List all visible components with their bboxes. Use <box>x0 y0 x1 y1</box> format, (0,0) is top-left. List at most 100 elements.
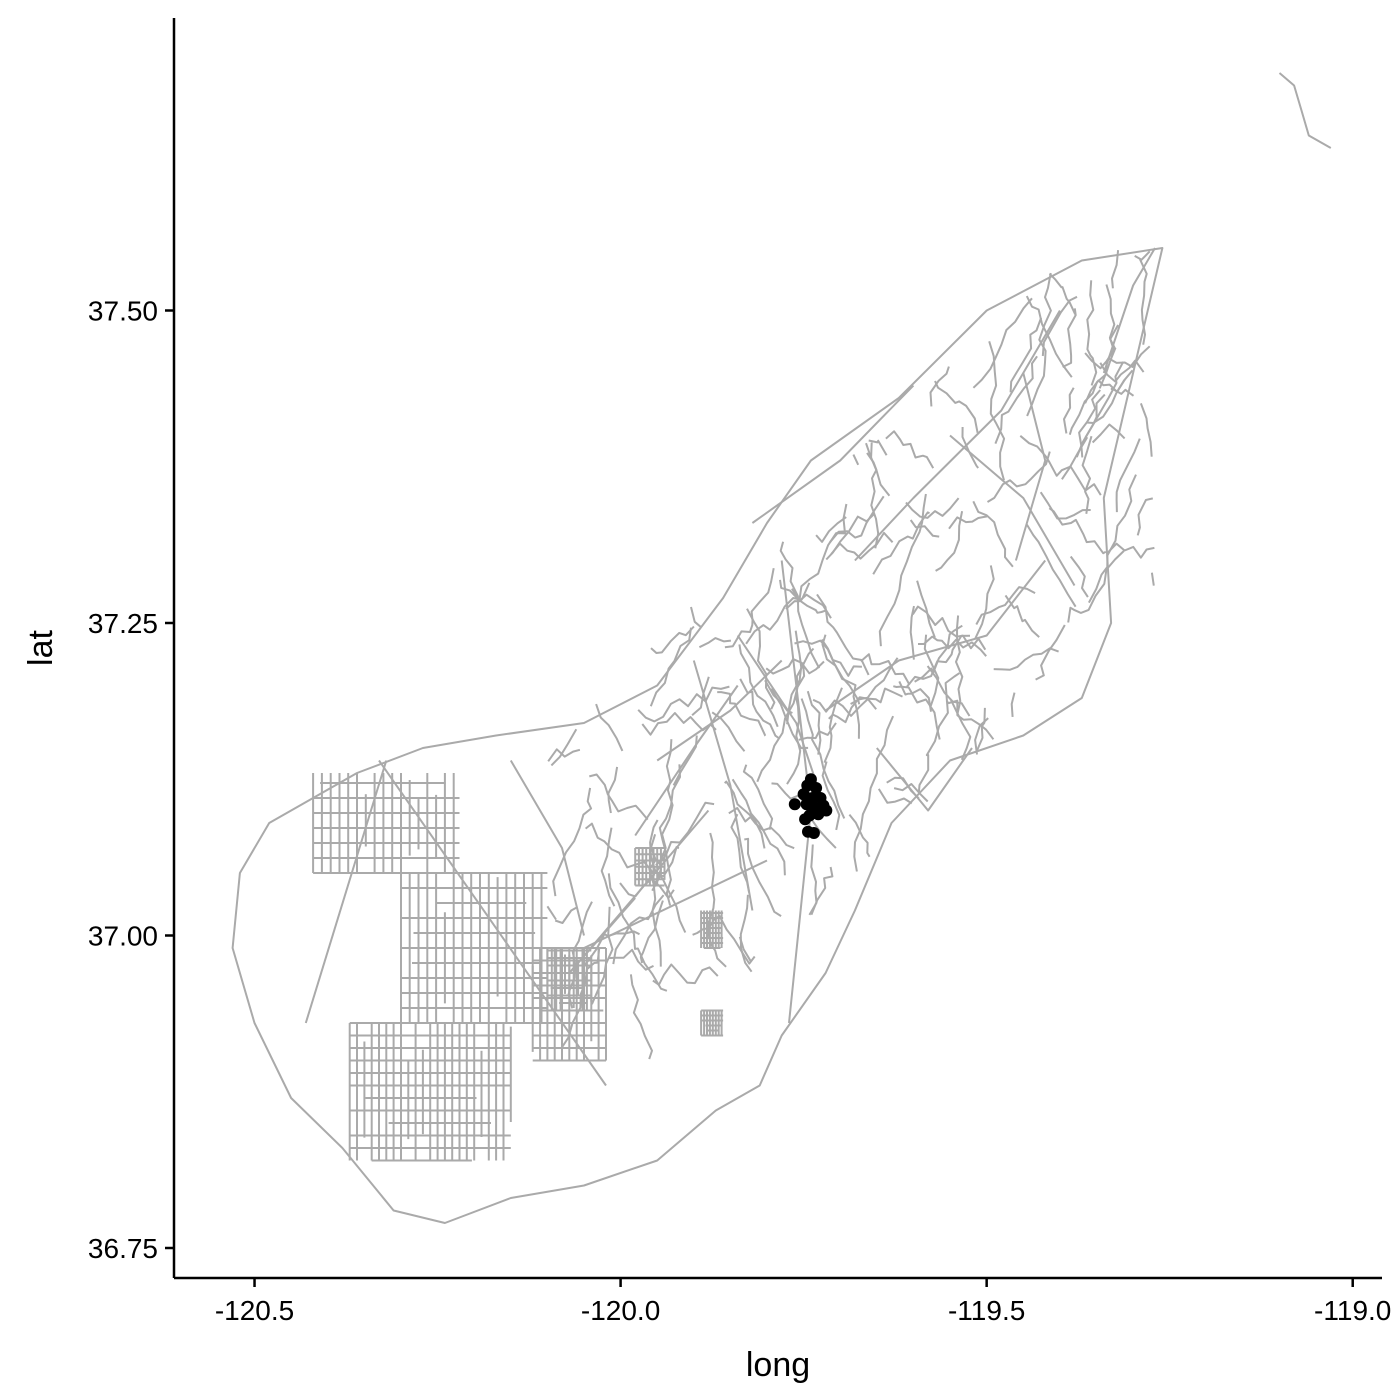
data-point <box>807 827 820 839</box>
mountain-road <box>649 819 687 933</box>
mountain-road <box>1010 692 1016 717</box>
mountain-road <box>878 493 927 647</box>
mountain-road <box>860 653 911 686</box>
mountain-road <box>853 715 895 872</box>
x-tick-label: -120.5 <box>215 1295 294 1326</box>
road-segment <box>656 659 783 762</box>
road-segment <box>509 759 585 936</box>
mountain-road <box>1035 624 1066 681</box>
mountain-road <box>886 776 920 800</box>
road-segment <box>876 747 973 812</box>
mountain-road <box>1048 507 1107 555</box>
road-segment <box>949 434 1076 587</box>
mountain-road <box>655 801 715 866</box>
mountain-road <box>829 495 885 543</box>
road-segment <box>854 309 1061 562</box>
mountain-road <box>1026 272 1052 417</box>
road-segment <box>1014 372 1047 561</box>
mountain-road <box>728 807 795 850</box>
mountain-road <box>1041 295 1078 357</box>
mountain-road <box>651 846 680 892</box>
mountain-road <box>691 676 710 717</box>
mountain-road <box>791 588 832 619</box>
mountain-road <box>868 439 888 456</box>
mountain-road <box>916 580 936 638</box>
y-tick-label: 37.25 <box>88 608 158 639</box>
data-points <box>788 773 833 839</box>
mountain-road <box>988 341 1006 481</box>
x-axis-title: long <box>746 1346 810 1384</box>
mountain-road <box>909 605 915 660</box>
mountain-road <box>948 515 988 530</box>
mountain-road <box>1099 359 1145 383</box>
mountain-road <box>652 963 719 986</box>
mountain-road <box>1039 491 1091 520</box>
mountain-road <box>589 773 649 821</box>
mountain-road <box>961 426 979 469</box>
mountain-road <box>706 929 727 968</box>
mountain-road <box>866 452 891 497</box>
mountain-road <box>717 691 767 737</box>
mountain-road <box>1048 272 1077 315</box>
road-segment <box>568 897 636 974</box>
mountain-road <box>1009 317 1043 393</box>
mountain-road <box>584 822 656 877</box>
mountain-road <box>1115 438 1141 513</box>
mountain-road <box>547 748 581 762</box>
road-segment <box>825 559 1046 712</box>
mountain-road <box>730 813 751 893</box>
mountain-road <box>1150 572 1155 586</box>
mountain-road <box>786 662 806 785</box>
mountain-road <box>1088 474 1137 604</box>
x-tick-label: -120.0 <box>581 1295 660 1326</box>
mountain-road <box>870 442 873 458</box>
mountain-road <box>852 454 860 466</box>
mountain-road <box>650 625 695 654</box>
mountain-road <box>885 430 935 469</box>
mountain-road <box>975 586 1036 625</box>
x-tick-label: -119.5 <box>948 1295 1025 1326</box>
mountain-road <box>629 974 653 1060</box>
mountain-road <box>707 832 716 933</box>
mountain-road <box>612 894 665 965</box>
mountain-road <box>770 688 809 750</box>
mountain-road <box>649 627 692 707</box>
mountain-road <box>690 606 702 629</box>
mountain-road <box>893 783 929 803</box>
mountain-road <box>808 844 818 916</box>
mountain-road <box>724 780 766 849</box>
mountain-road <box>590 906 614 1005</box>
mountain-road <box>561 948 601 1048</box>
mountain-road <box>815 516 847 543</box>
mountain-road <box>779 579 827 614</box>
mountain-road <box>821 634 860 739</box>
mountain-road <box>1107 542 1155 559</box>
mountain-road <box>711 915 756 965</box>
mountain-road <box>738 644 779 728</box>
mountain-road <box>658 764 681 906</box>
mountain-road <box>600 827 616 907</box>
mountain-road <box>929 366 950 407</box>
mountain-road <box>1026 524 1077 608</box>
mountain-road <box>1098 324 1119 389</box>
mountain-road <box>917 672 961 792</box>
mountain-road <box>935 511 964 572</box>
mountain-road <box>806 690 822 755</box>
mountain-road <box>641 712 717 736</box>
mountain-road <box>1068 347 1117 435</box>
data-point <box>799 813 812 826</box>
mountain-road <box>972 297 1033 389</box>
mountain-road <box>821 761 841 831</box>
data-point <box>788 798 801 811</box>
mountain-road <box>739 678 779 739</box>
mountain-road <box>739 894 753 973</box>
y-axis-ticks: 36.75 37.00 37.25 37.50 <box>88 296 174 1264</box>
mountain-road <box>1136 497 1154 536</box>
mountain-road <box>1134 250 1151 261</box>
mountain-road <box>909 519 940 538</box>
isolated-road-fragment <box>1278 72 1332 149</box>
mountain-road <box>898 680 932 712</box>
mountain-road <box>972 500 1014 568</box>
mountain-road <box>1062 308 1077 368</box>
